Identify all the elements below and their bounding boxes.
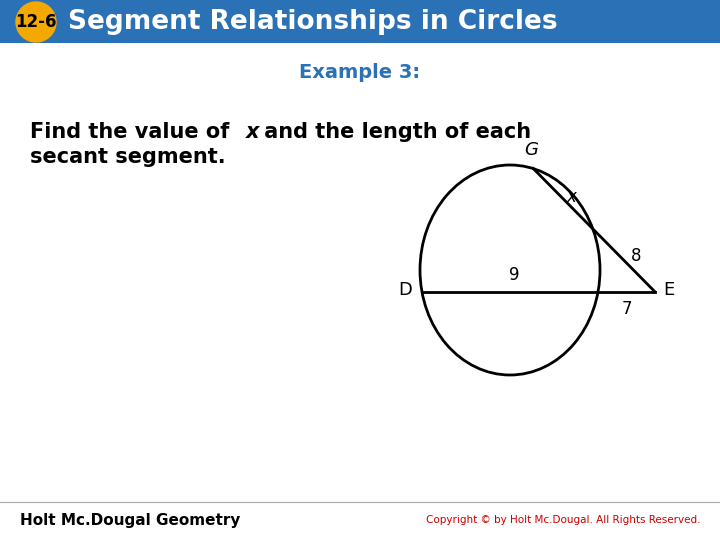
Text: E: E [663, 281, 674, 299]
Text: Copyright © by Holt Mc.Dougal. All Rights Reserved.: Copyright © by Holt Mc.Dougal. All Right… [426, 515, 700, 525]
Text: 12-6: 12-6 [15, 13, 57, 31]
Text: 7: 7 [621, 300, 631, 318]
Text: Example 3:: Example 3: [300, 63, 420, 82]
Text: and the length of each: and the length of each [257, 122, 531, 142]
Text: x: x [566, 188, 576, 206]
Text: Holt Mc.Dougal Geometry: Holt Mc.Dougal Geometry [20, 512, 240, 528]
Circle shape [16, 2, 56, 42]
Text: x: x [246, 122, 259, 142]
Text: D: D [398, 281, 412, 299]
Text: Segment Relationships in Circles: Segment Relationships in Circles [68, 9, 557, 35]
Bar [0, 0, 720, 43]
Text: Find the value of: Find the value of [30, 122, 237, 142]
Text: G: G [524, 140, 539, 159]
Text: 9: 9 [509, 266, 519, 284]
Text: 8: 8 [631, 247, 641, 265]
Text: secant segment.: secant segment. [30, 147, 225, 167]
